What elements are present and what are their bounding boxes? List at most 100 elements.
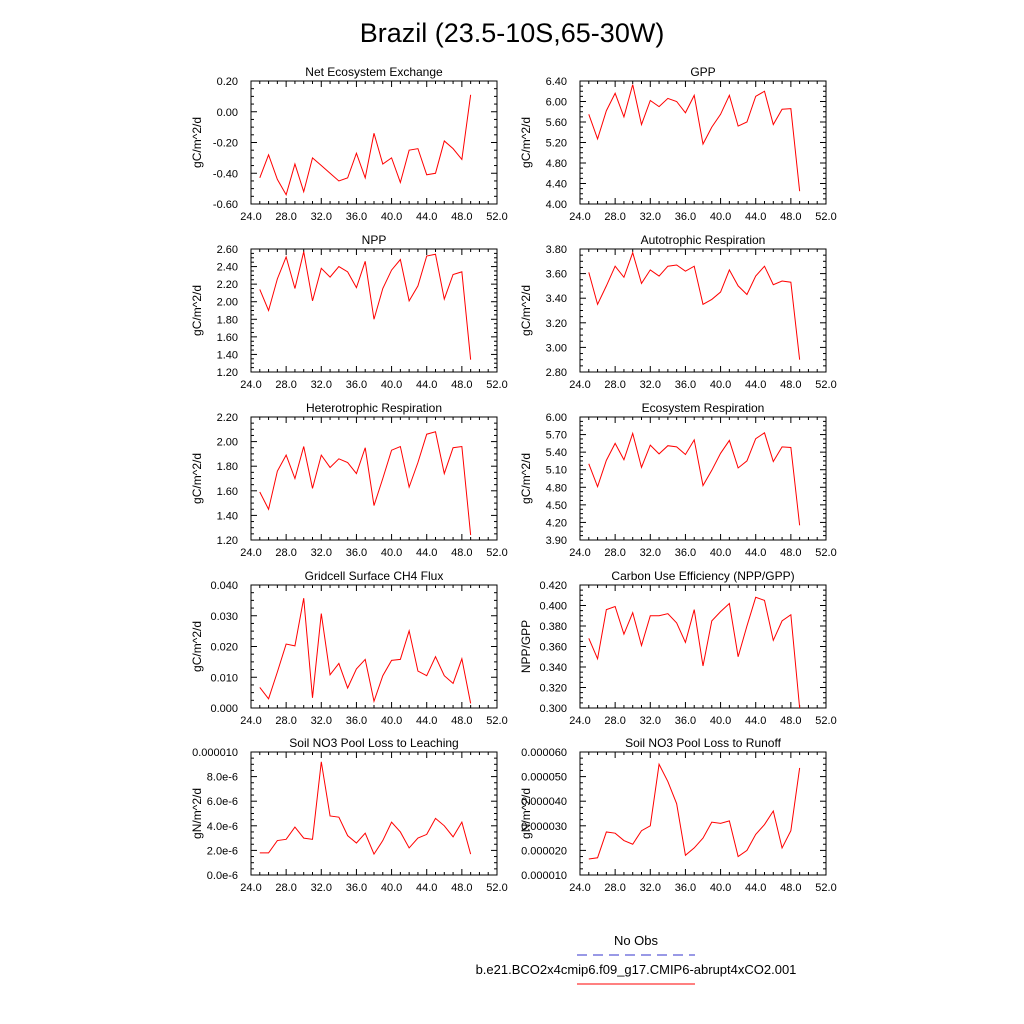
panel-grid: Net Ecosystem Exchange gC/m^2/d 24.0 28.0 32… (190, 65, 837, 894)
x-tick-label: 32.0 (640, 882, 661, 894)
y-tick-label: -0.40 (213, 168, 238, 180)
y-tick-label: 0.300 (539, 703, 567, 715)
x-tick-label: 28.0 (604, 715, 625, 727)
panel-10: Soil NO3 Pool Loss to Runoff gN/m^2/d 24.0… (519, 736, 837, 894)
y-tick-label: 3.20 (546, 318, 567, 330)
x-tick-label: 24.0 (569, 715, 590, 727)
y-tick-label: 4.50 (546, 500, 567, 512)
panel-3: NPP gC/m^2/d 24.0 28.0 32.0 36.0 40.0 44.0 48.0 5… (190, 233, 508, 391)
x-tick-label: 48.0 (780, 547, 801, 559)
x-tick-label: 52.0 (815, 547, 836, 559)
y-axis-label: gC/m^2/d (190, 285, 204, 336)
y-tick-label: 8.0e-6 (207, 772, 238, 784)
y-tick-label: 3.80 (546, 244, 567, 256)
y-tick-label: 3.00 (546, 342, 567, 354)
x-tick-label: 44.0 (416, 211, 437, 223)
panel-title: Autotrophic Respiration (641, 233, 766, 247)
series-line (588, 84, 801, 192)
legend-obs-label: No Obs (614, 933, 659, 948)
y-tick-label: 5.70 (546, 430, 567, 442)
legend-model-label: b.e21.BCO2x4cmip6.f09_g17.CMIP6-abrupt4x… (476, 962, 797, 977)
plot-frame (250, 80, 498, 205)
series-line (259, 94, 472, 197)
plot-frame (579, 416, 827, 541)
x-tick-label: 40.0 (381, 715, 402, 727)
y-tick-label: 2.0e-6 (207, 845, 238, 857)
x-tick-label: 52.0 (486, 379, 507, 391)
panel-2: GPP gC/m^2/d 24.0 28.0 32.0 36.0 40.0 44.0 48.0 5… (519, 65, 837, 223)
panel-title: GPP (690, 65, 715, 79)
x-tick-label: 52.0 (815, 715, 836, 727)
y-tick-label: 0.000020 (521, 845, 567, 857)
x-tick-label: 48.0 (780, 882, 801, 894)
y-axis-label: gC/m^2/d (190, 453, 204, 504)
y-axis-label: gC/m^2/d (519, 285, 533, 336)
x-tick-label: 44.0 (416, 882, 437, 894)
y-tick-label: 0.20 (217, 76, 238, 88)
panel-title: Heterotrophic Respiration (306, 401, 442, 415)
y-tick-label: 2.60 (217, 244, 238, 256)
page-title: Brazil (23.5-10S,65-30W) (360, 18, 665, 48)
y-axis-label: gN/m^2/d (519, 788, 533, 839)
x-tick-label: 36.0 (346, 211, 367, 223)
x-tick-label: 44.0 (416, 547, 437, 559)
y-tick-label: 1.20 (217, 535, 238, 547)
x-tick-label: 44.0 (745, 715, 766, 727)
y-tick-label: 1.60 (217, 332, 238, 344)
panel-6: Ecosystem Respiration gC/m^2/d 24.0 28.0 32.… (519, 401, 837, 559)
x-tick-label: 48.0 (451, 715, 472, 727)
x-tick-label: 40.0 (381, 379, 402, 391)
x-tick-label: 28.0 (604, 379, 625, 391)
series-line (588, 431, 801, 526)
y-axis-label: gC/m^2/d (190, 621, 204, 672)
y-tick-label: 0.320 (539, 683, 567, 695)
plot-frame (579, 248, 827, 373)
y-tick-label: 5.60 (546, 117, 567, 129)
x-tick-label: 52.0 (815, 882, 836, 894)
y-axis-label: gC/m^2/d (519, 117, 533, 168)
panel-5: Heterotrophic Respiration gC/m^2/d 24.0 28.… (190, 401, 508, 559)
x-tick-label: 24.0 (569, 882, 590, 894)
x-tick-label: 40.0 (710, 211, 731, 223)
x-tick-label: 32.0 (640, 379, 661, 391)
y-tick-label: 1.60 (217, 486, 238, 498)
x-tick-label: 40.0 (710, 882, 731, 894)
y-tick-label: 0.000 (210, 703, 238, 715)
y-tick-label: 2.20 (217, 279, 238, 291)
y-tick-label: 0.360 (539, 642, 567, 654)
x-tick-label: 52.0 (815, 379, 836, 391)
y-tick-label: 0.380 (539, 621, 567, 633)
legend: No Obs b.e21.BCO2x4cmip6.f09_g17.CMIP6-a… (476, 933, 797, 985)
x-tick-label: 48.0 (451, 211, 472, 223)
y-tick-label: 0.010 (210, 672, 238, 684)
panel-title: Soil NO3 Pool Loss to Leaching (289, 736, 458, 750)
y-tick-label: -0.60 (213, 199, 238, 211)
x-tick-label: 32.0 (311, 715, 332, 727)
series-line (259, 251, 472, 360)
panel-8: Carbon Use Efficiency (NPP/GPP) NPP/GPP 24… (519, 569, 837, 727)
y-tick-label: 4.80 (546, 158, 567, 170)
y-tick-label: 5.20 (546, 138, 567, 150)
y-tick-label: 0.00 (217, 107, 238, 119)
y-axis-label: gN/m^2/d (190, 788, 204, 839)
y-tick-label: 0.030 (210, 611, 238, 623)
x-tick-label: 40.0 (710, 547, 731, 559)
x-tick-label: 32.0 (640, 715, 661, 727)
x-tick-label: 32.0 (311, 379, 332, 391)
x-tick-label: 28.0 (604, 882, 625, 894)
panel-title: Soil NO3 Pool Loss to Runoff (625, 736, 782, 750)
y-tick-label: 1.80 (217, 461, 238, 473)
panel-1: Net Ecosystem Exchange gC/m^2/d 24.0 28.0 32… (190, 65, 508, 223)
x-tick-label: 32.0 (311, 211, 332, 223)
y-tick-label: 0.340 (539, 662, 567, 674)
x-tick-label: 48.0 (451, 882, 472, 894)
y-axis-label: gC/m^2/d (519, 453, 533, 504)
panel-7: Gridcell Surface CH4 Flux gC/m^2/d 24.0 28.… (190, 569, 508, 727)
x-tick-label: 24.0 (240, 211, 261, 223)
x-tick-label: 24.0 (569, 211, 590, 223)
x-tick-label: 36.0 (346, 547, 367, 559)
x-tick-label: 52.0 (486, 211, 507, 223)
panel-4: Autotrophic Respiration gC/m^2/d 24.0 28.0 3… (519, 233, 837, 391)
x-tick-label: 44.0 (416, 379, 437, 391)
y-tick-label: 0.000030 (521, 821, 567, 833)
